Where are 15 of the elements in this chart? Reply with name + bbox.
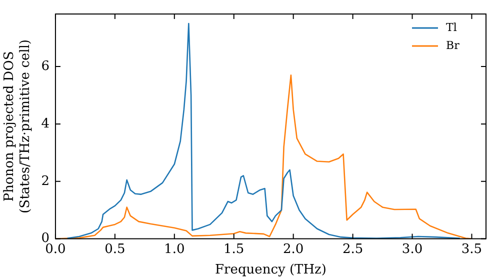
y-tick-label: 6 [41, 58, 50, 74]
legend-label: Tl [446, 20, 458, 34]
y-tick-label: 4 [41, 116, 50, 132]
x-tick-label: 1.0 [164, 242, 185, 257]
x-tick-label: 2.0 [282, 242, 304, 257]
x-tick-label: 3.0 [402, 242, 423, 257]
y-axis-title: Phonon projected DOS (States/THz·primitive cell) [2, 39, 33, 214]
x-axis-title: Frequency (THz) [215, 262, 326, 278]
x-tick-label: 1.5 [224, 242, 244, 257]
x-tick-label: 0.5 [104, 242, 126, 257]
x-tick-label: 3.5 [461, 242, 482, 257]
x-tick-label: 2.5 [342, 242, 364, 257]
y-tick-label: 2 [41, 174, 50, 189]
x-tick-label: 0.0 [45, 242, 66, 257]
legend-label: Br [446, 38, 460, 52]
